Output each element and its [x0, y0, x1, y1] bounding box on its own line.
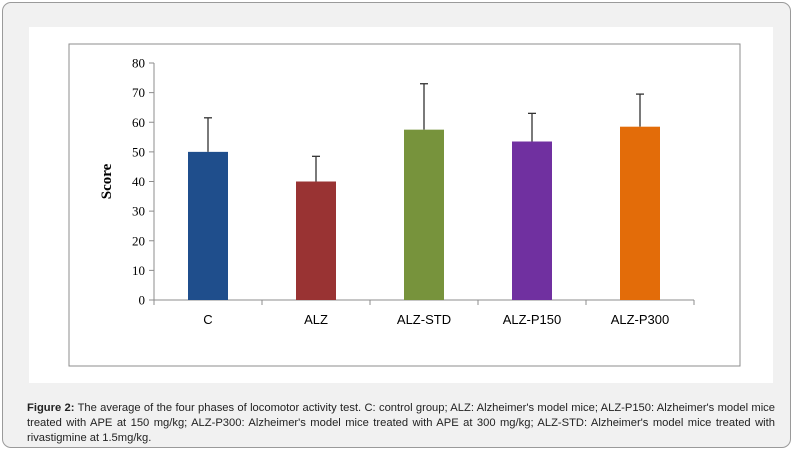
y-tick-label: 0 [139, 293, 146, 308]
x-tick-label: ALZ-P150 [503, 312, 562, 327]
plot-area: 0 10 20 30 40 50 60 70 80 Score C ALZ ALZ-STD ALZ-P15… [29, 27, 773, 383]
bar-alz [296, 181, 336, 300]
bar-alz-p300 [620, 126, 660, 300]
x-tick-label: ALZ-P300 [611, 312, 670, 327]
caption-text: The average of the four phases of locomo… [27, 402, 776, 444]
bar-c [188, 151, 228, 300]
y-tick-label: 30 [132, 204, 145, 219]
chart-border [68, 43, 741, 367]
y-axis-title: Score [99, 163, 115, 199]
x-tick-label: ALZ-STD [397, 312, 451, 327]
figure-caption: Figure 2: The average of the four phases… [27, 401, 775, 446]
x-tick-label: ALZ [304, 312, 328, 327]
figure-panel: 0 10 20 30 40 50 60 70 80 Score C ALZ ALZ-STD ALZ-P15… [2, 2, 791, 448]
y-tick-label: 20 [132, 233, 145, 248]
y-tick-label: 10 [132, 263, 145, 278]
y-tick-label: 80 [132, 56, 145, 71]
bar-alz-std [404, 129, 444, 300]
x-tick-label: C [203, 312, 212, 327]
bar-chart: 0 10 20 30 40 50 60 70 80 Score C ALZ ALZ-STD ALZ-P15… [68, 43, 741, 367]
y-tick-label: 50 [132, 144, 145, 159]
caption-label: Figure 2: [27, 402, 75, 414]
y-tick-label: 60 [132, 115, 145, 130]
bar-alz-p150 [512, 141, 552, 300]
y-tick-label: 70 [132, 85, 145, 100]
y-tick-label: 40 [132, 174, 145, 189]
